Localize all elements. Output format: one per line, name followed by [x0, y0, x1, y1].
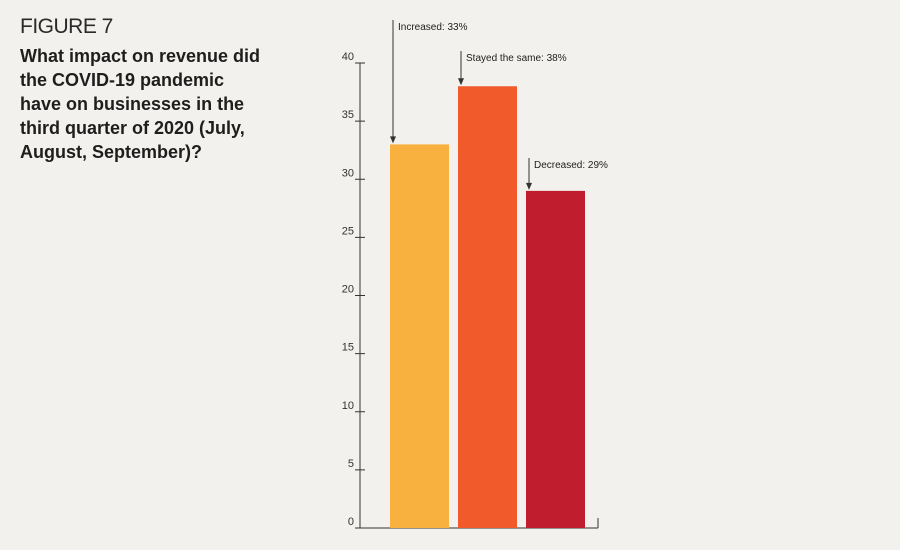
data-label: Stayed the same: 38%: [466, 53, 567, 64]
y-tick-label: 10: [342, 400, 354, 412]
annotation-arrow-head: [458, 78, 464, 86]
figure-label: FIGURE 7: [20, 15, 113, 38]
data-label: Decreased: 29%: [534, 160, 608, 171]
y-tick-label: 30: [342, 167, 354, 179]
chart-bars: [390, 86, 585, 528]
bar-decreased: [526, 190, 585, 528]
y-tick-label: 0: [348, 516, 354, 528]
y-tick-label: 35: [342, 109, 354, 121]
y-tick-label: 15: [342, 342, 354, 354]
y-tick-label: 20: [342, 284, 354, 296]
y-tick-label: 25: [342, 225, 354, 237]
chart-annotations: Increased: 33% Stayed the same: 38% Decrea…: [390, 20, 608, 190]
annotation-arrow-head: [526, 182, 532, 190]
bar-stayed-the-same: [458, 86, 517, 528]
y-tick-label: 5: [348, 458, 354, 470]
y-tick-label: 40: [342, 51, 354, 63]
figure-title: What impact on revenue did the COVID-19 …: [20, 46, 261, 162]
bar-increased: [390, 144, 449, 528]
annotation-arrow-head: [390, 136, 396, 144]
data-label: Increased: 33%: [398, 22, 468, 33]
